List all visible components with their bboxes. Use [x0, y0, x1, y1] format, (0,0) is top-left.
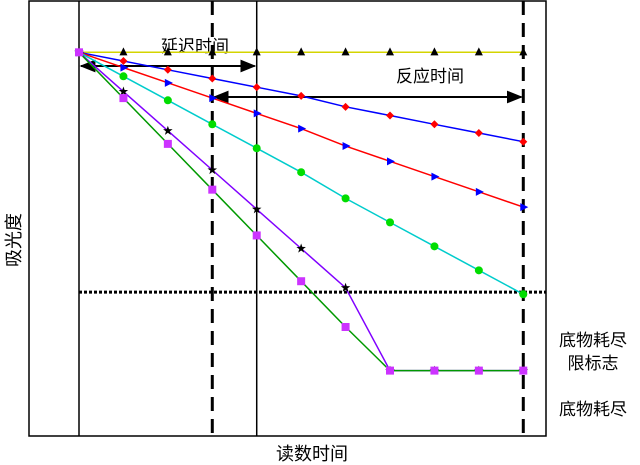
data-point-s6-6 — [341, 323, 350, 331]
series-4 — [75, 48, 528, 299]
y-axis-label: 吸光度 — [4, 213, 25, 267]
data-point-s1-9 — [474, 47, 483, 56]
data-point-s4-3 — [208, 120, 217, 129]
data-point-s2-9 — [474, 128, 483, 137]
data-point-s1-5 — [297, 47, 306, 56]
series-6 — [75, 48, 528, 375]
data-point-s4-2 — [163, 96, 172, 105]
delay-time-label: 延迟时间 — [161, 37, 229, 57]
data-point-s2-7 — [386, 111, 394, 120]
data-point-s4-6 — [341, 194, 350, 203]
data-point-s2-4 — [252, 83, 261, 92]
data-point-s3-10 — [520, 203, 529, 212]
x-axis-label: 读数时间 — [276, 444, 348, 465]
data-point-s6-9 — [474, 366, 483, 375]
data-point-s4-10 — [519, 290, 528, 299]
data-point-s5-3 — [207, 165, 218, 175]
series-2 — [75, 48, 528, 146]
data-point-s1-4 — [252, 47, 261, 56]
data-point-s3-6 — [342, 142, 351, 151]
series-line-5 — [78, 51, 524, 372]
data-point-s1-8 — [430, 47, 439, 56]
data-point-s6-8 — [430, 366, 439, 375]
depleted-label: 底物耗尽 — [559, 400, 627, 420]
series-1 — [75, 47, 528, 56]
plot-frame — [28, 0, 547, 437]
series-layer — [74, 47, 529, 375]
data-point-s2-8 — [430, 120, 439, 129]
data-point-s3-5 — [298, 124, 307, 133]
depletion-limit-label-line1: 底物耗尽 — [559, 331, 627, 351]
data-point-s3-9 — [475, 187, 484, 196]
data-point-s4-5 — [297, 168, 306, 177]
data-point-s5-1 — [118, 86, 129, 96]
data-point-s3-4 — [253, 109, 262, 118]
data-point-s6-4 — [252, 231, 261, 240]
reaction-time-label: 反应时间 — [396, 67, 464, 87]
data-point-s2-5 — [297, 91, 306, 100]
depletion-limit-label-line2: 限标志 — [568, 354, 619, 374]
data-point-s2-10 — [519, 137, 528, 146]
data-point-s6-2 — [163, 139, 172, 148]
data-point-s1-3 — [208, 47, 217, 56]
data-point-s6-1 — [119, 94, 128, 103]
data-point-s6-5 — [297, 277, 306, 286]
data-point-s2-3 — [208, 74, 217, 83]
data-point-s2-6 — [341, 102, 350, 111]
data-point-s1-7 — [386, 47, 394, 56]
data-point-s3-1 — [120, 63, 129, 72]
data-point-s6-10 — [519, 366, 528, 375]
data-point-s3-3 — [209, 94, 218, 103]
data-point-s1-2 — [163, 47, 172, 56]
data-point-s6-7 — [386, 366, 394, 375]
data-point-s4-1 — [119, 72, 128, 81]
data-point-s4-4 — [252, 144, 261, 153]
data-point-s5-4 — [251, 204, 262, 214]
data-point-s5-6 — [340, 282, 351, 292]
data-point-s1-1 — [119, 47, 128, 56]
data-point-s3-7 — [387, 157, 395, 166]
data-point-s1-10 — [519, 47, 528, 56]
data-point-s4-8 — [430, 242, 439, 251]
data-point-s2-1 — [119, 57, 128, 66]
data-point-s6-0 — [75, 48, 83, 57]
data-point-s1-6 — [341, 47, 350, 56]
data-point-s5-2 — [163, 125, 173, 135]
data-point-s2-2 — [163, 65, 172, 74]
series-line-6 — [78, 51, 524, 372]
data-point-s4-7 — [386, 218, 394, 227]
data-point-s4-9 — [474, 266, 483, 275]
data-point-s3-8 — [431, 172, 440, 181]
data-point-s5-5 — [296, 243, 306, 253]
data-point-s3-2 — [164, 78, 173, 87]
data-point-s6-3 — [208, 185, 217, 194]
